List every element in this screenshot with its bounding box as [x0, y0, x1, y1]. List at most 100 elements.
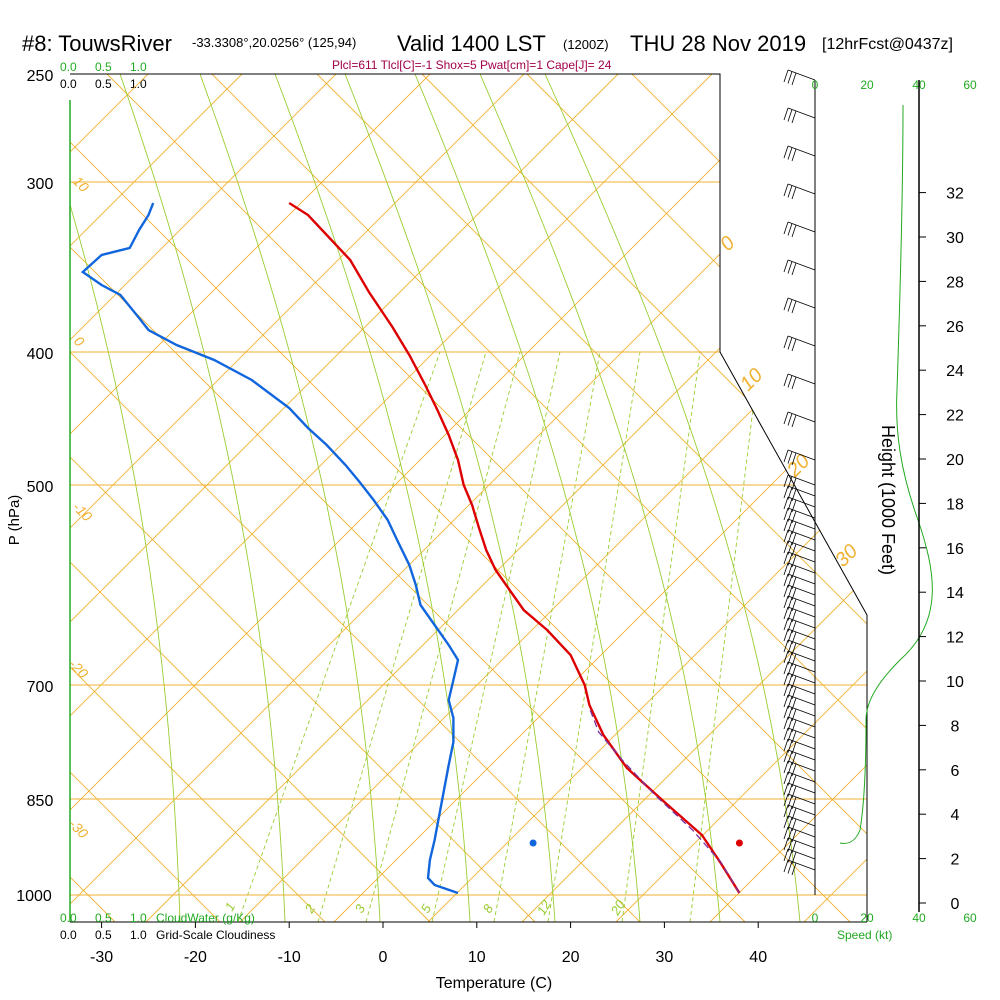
wind-barb-feather [791, 300, 797, 314]
speed-scale-bottom: 0 20 40 60 Speed (kt) [812, 911, 977, 942]
wind-barb-feather [791, 72, 797, 86]
wind-barb-feather [783, 815, 789, 829]
wind-barb-feather [791, 110, 797, 124]
height-tick: 14 [946, 585, 964, 602]
dry-adiabat-line [421, 74, 867, 922]
wind-barb-feather [783, 562, 789, 576]
wind-barb [787, 606, 816, 618]
isotherm-label: -10 [70, 499, 96, 525]
cloudiness-tick: 0.0 [60, 928, 77, 942]
stability-indices: Plcl=611 Tlcl[C]=-1 Shox=5 Pwat[cm]=1 Ca… [332, 58, 612, 72]
height-tick: 20 [946, 452, 964, 469]
mixing-ratio-line [689, 351, 761, 922]
wind-barb [787, 449, 816, 461]
moist-adiabat-line [544, 74, 801, 922]
wind-barb [787, 815, 816, 827]
wind-barb-feather [783, 221, 789, 235]
isotherm-line [70, 74, 867, 922]
cloudiness-tick: 1.0 [130, 928, 147, 942]
wind-barb-feather [783, 411, 789, 425]
cloudiness-tick: 0.5 [95, 77, 112, 91]
wind-barb-feather [783, 672, 789, 686]
wind-barb-feather [783, 727, 789, 741]
wind-barb-feather [783, 617, 789, 631]
wind-barb [787, 573, 816, 585]
temperature-tick: -10 [278, 949, 301, 966]
wind-barb-feather [783, 848, 789, 862]
isotherm-label: 0 [71, 333, 88, 350]
dry-adiabat-line [70, 74, 221, 922]
mixing-ratio-label: 8 [480, 901, 497, 915]
dry-adiabat-line [841, 74, 867, 922]
isobar-lines [70, 74, 867, 896]
forecast-tag: [12hrFcst@0437z] [822, 36, 953, 53]
wind-barb [787, 705, 816, 717]
temperature-axis: -30 -20 -10 0 10 20 30 40 [90, 922, 767, 966]
wind-barb-feather [783, 661, 789, 675]
wind-barb-feather [787, 261, 793, 274]
pressure-tick: 300 [27, 176, 54, 193]
mixing-ratio-label: 5 [418, 901, 435, 915]
dry-adiabat-line [526, 74, 867, 922]
moist-adiabat-line [119, 74, 286, 922]
wind-barb [787, 826, 816, 838]
wind-barb-feather [783, 793, 789, 807]
isotherm-line [333, 74, 867, 922]
wind-barb [787, 628, 816, 640]
station-coords: -33.3308°,20.0256° (125,94) [192, 35, 356, 50]
surface-point [529, 839, 537, 847]
mixing-ratio-label: 20 [607, 897, 628, 919]
height-tick: 0 [951, 896, 960, 913]
isotherm-line [70, 74, 713, 922]
wind-barb [787, 617, 816, 629]
temperature-tick: -30 [90, 949, 113, 966]
moist-adiabat-line [199, 74, 381, 922]
height-tick: 2 [951, 852, 960, 869]
height-tick: 18 [946, 496, 964, 513]
wind-barb-feather [787, 109, 793, 122]
isotherm-line [70, 74, 525, 922]
height-tick: 24 [946, 363, 964, 380]
wind-barb-feather [783, 69, 789, 83]
mixing-ratio-label: 2 [301, 901, 318, 916]
wind-barb [787, 69, 816, 81]
isotherm-label: 10 [736, 364, 767, 395]
wind-barb-feather [787, 375, 793, 388]
wind-speed-profile-line [839, 104, 933, 844]
wind-barb [787, 529, 816, 541]
wind-barb-feather [783, 859, 789, 873]
moist-adiabat-line [344, 74, 556, 922]
wind-barb-feather [787, 185, 793, 198]
wind-barb [787, 551, 816, 563]
isotherm-line [709, 74, 867, 922]
wind-barb-feather [791, 224, 797, 238]
height-tick: 30 [946, 230, 964, 247]
wind-barb [787, 221, 816, 233]
isotherm-line [521, 74, 867, 922]
temperature-tick: 30 [656, 949, 674, 966]
isotherm-label: 30 [831, 540, 862, 571]
cloudwater-tick: 1.0 [130, 60, 147, 74]
speed-scale-top: 0 20 40 60 [812, 78, 977, 92]
speed-tick: 60 [963, 78, 977, 92]
wind-barb-feather [791, 262, 797, 276]
mixing-ratio-line [431, 351, 561, 922]
wind-barb-feather [791, 148, 797, 162]
wind-barb [787, 683, 816, 695]
wind-barb [787, 793, 816, 805]
pressure-tick: 250 [27, 68, 54, 85]
wind-barb-feather [787, 147, 793, 160]
wind-barb [787, 259, 816, 271]
moist-adiabat-line [414, 74, 641, 922]
mixing-ratio-label: 3 [352, 901, 369, 915]
wind-barb [787, 183, 816, 195]
dry-adiabat-line [70, 74, 641, 922]
temperature-tick: -20 [184, 949, 207, 966]
pressure-tick: 700 [27, 679, 54, 696]
wind-barb-feather [791, 452, 797, 466]
isotherm-line [70, 74, 431, 922]
wind-barb [787, 335, 816, 347]
wind-barb-feather [783, 373, 789, 387]
wind-barb-feather [783, 639, 789, 653]
wind-barb [787, 474, 816, 486]
